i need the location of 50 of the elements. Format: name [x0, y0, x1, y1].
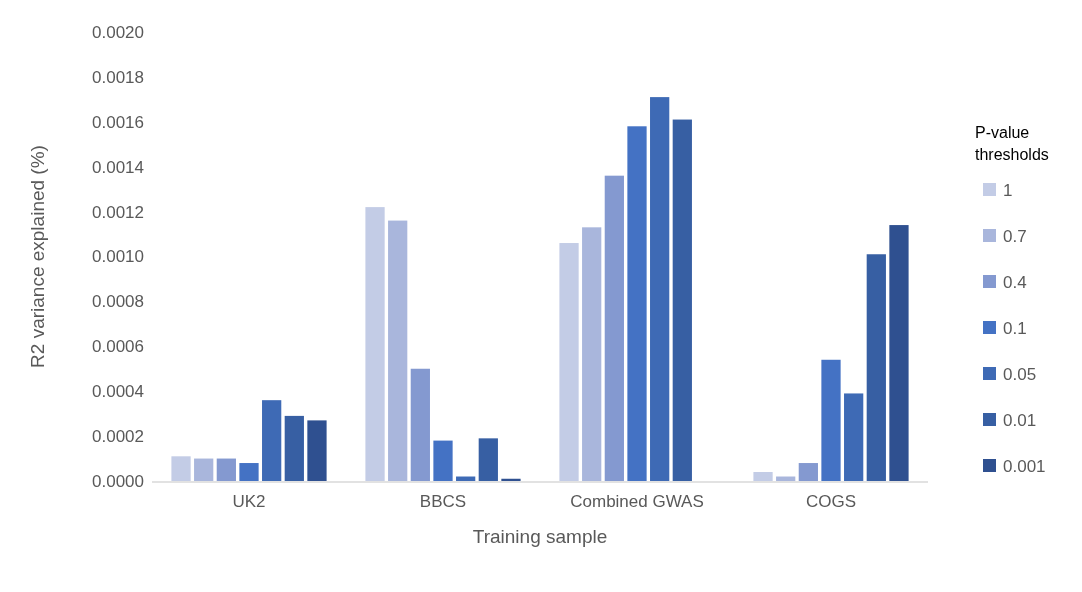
- y-tick-label: 0.0018: [92, 67, 144, 87]
- y-tick-label: 0.0000: [92, 471, 144, 491]
- legend-label: 0.05: [1003, 364, 1037, 384]
- bar: [171, 456, 191, 481]
- y-tick-label: 0.0014: [92, 157, 144, 177]
- bar: [753, 472, 773, 481]
- x-tick-label: Combined GWAS: [570, 492, 704, 511]
- bar: [262, 400, 282, 481]
- y-tick-label: 0.0020: [92, 22, 144, 42]
- bar: [194, 458, 214, 481]
- bar: [501, 478, 521, 481]
- bar: [478, 438, 498, 481]
- bar: [433, 440, 453, 481]
- y-tick-label: 0.0012: [92, 202, 144, 222]
- bar: [239, 463, 259, 481]
- y-tick-label: 0.0016: [92, 112, 144, 132]
- bar: [866, 254, 886, 481]
- y-tick-label: 0.0002: [92, 427, 144, 447]
- legend-label: 0.1: [1003, 318, 1027, 338]
- bar: [365, 207, 385, 481]
- bar: [672, 119, 692, 481]
- legend-label: 0.7: [1003, 226, 1027, 246]
- legend-label: 0.01: [1003, 410, 1037, 430]
- x-tick-label: COGS: [805, 492, 857, 511]
- bar: [582, 227, 602, 481]
- bar: [798, 463, 818, 481]
- x-axis-title: Training sample: [472, 526, 608, 547]
- y-axis-title: R2 variance explained (%): [27, 145, 48, 368]
- legend-title: P-value thresholds: [975, 124, 1049, 163]
- bar: [388, 220, 408, 481]
- y-tick-label: 0.0006: [92, 337, 144, 357]
- legend-label: 0.4: [1003, 272, 1027, 292]
- bar: [844, 393, 864, 481]
- y-tick-label: 0.0008: [92, 292, 144, 312]
- bar: [307, 420, 327, 481]
- bar: [889, 225, 909, 481]
- x-tick-label: BBCS: [419, 492, 467, 511]
- bar: [284, 415, 304, 481]
- bar: [216, 458, 236, 481]
- legend-label: 1: [1003, 180, 1013, 200]
- x-tick-label: UK2: [232, 492, 266, 511]
- legend-label: 0.001: [1003, 456, 1046, 476]
- y-tick-label: 0.0010: [92, 247, 144, 267]
- bar: [410, 368, 430, 481]
- bar: [821, 359, 841, 481]
- y-tick-label: 0.0004: [92, 382, 144, 402]
- bar: [559, 243, 579, 481]
- bar: [604, 175, 624, 481]
- bar: [627, 126, 647, 481]
- bar: [650, 97, 670, 481]
